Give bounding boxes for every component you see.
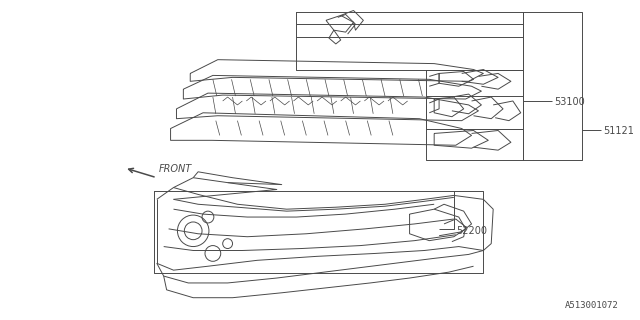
Text: FRONT: FRONT bbox=[159, 164, 192, 174]
Text: 52200: 52200 bbox=[456, 226, 487, 236]
Text: A513001072: A513001072 bbox=[565, 300, 619, 309]
Text: 51121: 51121 bbox=[604, 126, 634, 136]
Text: 53100: 53100 bbox=[554, 97, 585, 107]
